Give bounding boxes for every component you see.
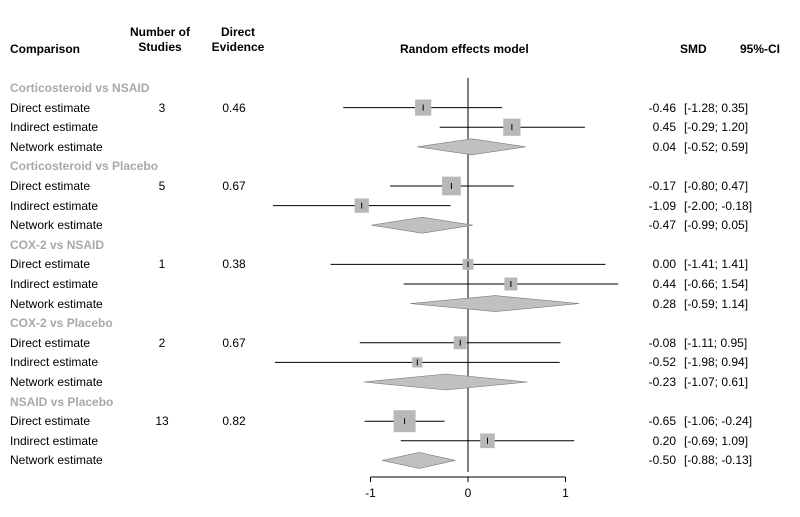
smd-value: -0.50: [648, 453, 676, 468]
direct-evidence-value: 0.82: [222, 414, 246, 429]
row-label: Network estimate: [10, 453, 103, 468]
smd-value: 0.28: [652, 296, 676, 311]
x-tick-label: 1: [562, 486, 569, 500]
ci-value: [-0.29; 1.20]: [684, 120, 749, 135]
ci-value: [-0.69; 1.09]: [684, 433, 749, 448]
direct-evidence-value: 0.46: [222, 100, 246, 115]
ci-value: [-0.99; 0.05]: [684, 218, 749, 233]
row-label: Indirect estimate: [10, 198, 99, 213]
ci-value: [-0.88; -0.13]: [684, 453, 753, 468]
header-number-of-studies: Number of Studies: [122, 25, 198, 55]
smd-value: -0.47: [648, 218, 676, 233]
row-label: Indirect estimate: [10, 355, 99, 370]
header-direct-line1: Direct: [220, 25, 255, 39]
row-label: Network estimate: [10, 296, 103, 311]
smd-value: -0.23: [648, 375, 676, 389]
ci-value: [-0.80; 0.47]: [684, 179, 749, 193]
header-model: Random effects model: [400, 42, 529, 56]
group-label: Corticosteroid vs Placebo: [10, 159, 159, 174]
smd-value: 0.45: [652, 120, 676, 135]
header-smd: SMD: [680, 42, 707, 56]
row-label: Network estimate: [10, 218, 103, 233]
smd-value: -0.17: [648, 179, 676, 193]
network-diamond: [417, 138, 526, 156]
header-direct-line2: Evidence: [211, 40, 265, 54]
row-label: Direct estimate: [10, 414, 91, 429]
row-label: Direct estimate: [10, 100, 91, 115]
header-studies-line1: Number of: [130, 25, 190, 39]
studies-count: 5: [158, 179, 166, 193]
smd-value: 0.00: [652, 257, 676, 272]
smd-value: -0.46: [648, 100, 676, 115]
direct-evidence-value: 0.67: [222, 335, 246, 350]
row-label: Indirect estimate: [10, 120, 99, 135]
smd-value: 0.20: [652, 433, 676, 448]
header-ci: 95%-CI: [740, 42, 781, 56]
group-label: Corticosteroid vs NSAID: [10, 81, 150, 95]
row-label: Network estimate: [10, 139, 103, 154]
ci-value: [-1.06; -0.24]: [684, 414, 753, 429]
ci-value: [-1.41; 1.41]: [684, 257, 749, 272]
ci-value: [-1.28; 0.35]: [684, 100, 749, 115]
smd-value: 0.44: [652, 277, 676, 291]
studies-count: 2: [158, 335, 166, 350]
group-label: COX-2 vs Placebo: [10, 316, 113, 331]
network-diamond: [363, 373, 528, 391]
x-tick-label: -1: [365, 486, 376, 500]
header-direct-evidence: Direct Evidence: [200, 25, 276, 55]
ci-value: [-0.59; 1.14]: [684, 296, 749, 311]
header-studies-line2: Studies: [138, 40, 182, 54]
studies-count: 13: [155, 414, 169, 429]
smd-value: -0.65: [648, 414, 676, 429]
network-diamond: [371, 216, 473, 234]
smd-value: 0.04: [652, 139, 676, 154]
row-label: Direct estimate: [10, 179, 91, 193]
ci-value: [-0.66; 1.54]: [684, 277, 749, 291]
header-comparison: Comparison: [10, 42, 81, 56]
row-label: Direct estimate: [10, 335, 91, 350]
network-diamond: [410, 295, 580, 312]
ci-value: [-0.52; 0.59]: [684, 139, 749, 154]
network-diamond: [382, 452, 456, 469]
row-label: Indirect estimate: [10, 433, 99, 448]
row-label: Indirect estimate: [10, 277, 99, 291]
group-label: COX-2 vs NSAID: [10, 237, 105, 252]
studies-count: 1: [158, 257, 166, 272]
x-tick-label: 0: [465, 486, 472, 500]
ci-value: [-1.11; 0.95]: [684, 335, 748, 350]
ci-value: [-1.98; 0.94]: [684, 355, 749, 370]
group-label: NSAID vs Placebo: [10, 394, 114, 409]
row-label: Network estimate: [10, 375, 103, 389]
studies-count: 3: [158, 100, 166, 115]
direct-evidence-value: 0.67: [222, 179, 246, 193]
smd-value: -1.09: [648, 198, 676, 213]
ci-value: [-1.07; 0.61]: [684, 375, 749, 389]
ci-value: [-2.00; -0.18]: [684, 198, 753, 213]
direct-evidence-value: 0.38: [222, 257, 246, 272]
smd-value: -0.52: [648, 355, 676, 370]
smd-value: -0.08: [648, 335, 676, 350]
row-label: Direct estimate: [10, 257, 91, 272]
